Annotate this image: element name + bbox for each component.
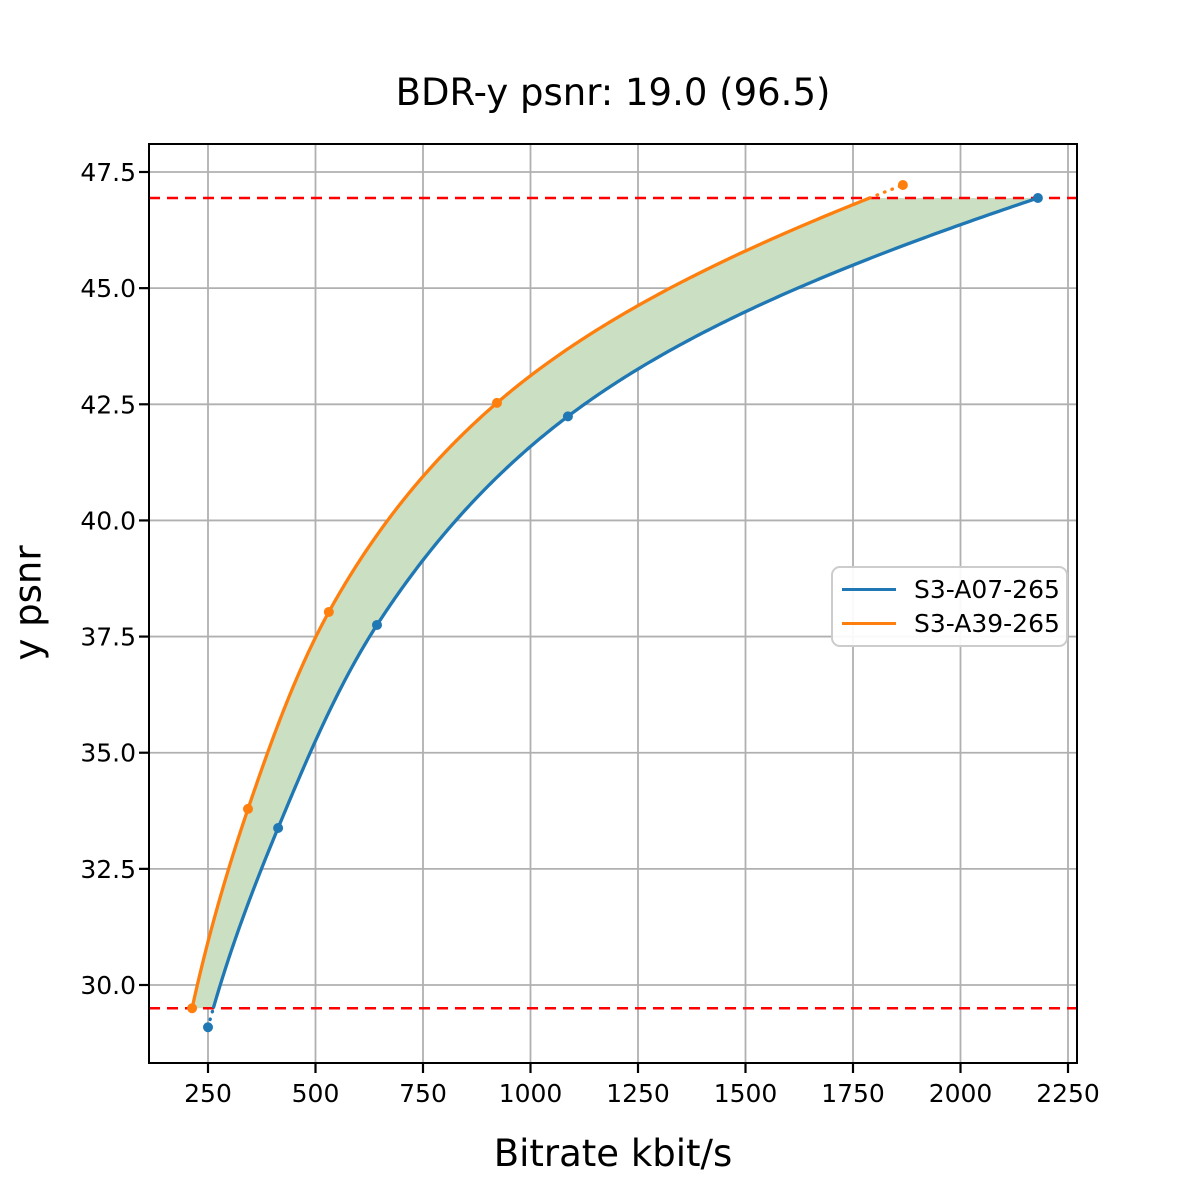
curve-s3-a07-265-solid [211,196,1039,1009]
curve-s3-a39-265-dotted-tail [867,183,905,200]
bd-gain-fill-region [192,198,1038,1009]
legend-line-sample-orange [842,621,896,625]
chart-title: BDR-y psnr: 19.0 (96.5) [395,71,831,114]
y-tick-labels: 30.0 32.5 35.0 37.5 40.0 42.5 45.0 47.5 [80,158,136,1000]
data-point-marker [491,397,502,408]
data-point-marker [562,411,573,422]
tick-marks [139,170,1070,1073]
x-tick-labels: 250 500 750 1000 1250 1500 1750 2000 2250 [184,1079,1100,1108]
curve-s3-a39-265-markers [187,180,908,1014]
x-tick-label: 1000 [499,1079,563,1108]
x-axis-label: Bitrate kbit/s [493,1132,733,1175]
y-tick-label: 47.5 [80,158,136,187]
plot-border [148,143,1078,1064]
x-tick-label: 250 [184,1079,232,1108]
legend-line-sample-blue [842,588,896,592]
y-tick-label: 35.0 [80,739,136,768]
y-tick-label: 30.0 [80,971,136,1000]
y-tick-label: 32.5 [80,855,136,884]
x-tick-label: 2000 [929,1079,993,1108]
legend: S3-A07-265 S3-A39-265 [831,566,1068,647]
y-tick-label: 37.5 [80,623,136,652]
x-tick-label: 500 [292,1079,340,1108]
data-point-marker [323,606,334,617]
y-axis-label: y psnr [6,545,50,661]
legend-row-s3-a39-265: S3-A39-265 [842,607,1060,641]
x-tick-label: 1250 [606,1079,670,1108]
bound-lines [149,196,1077,1010]
legend-label-s3-a07-265: S3-A07-265 [914,575,1060,605]
legend-row-s3-a07-265: S3-A07-265 [842,573,1060,607]
data-point-marker [203,1022,213,1033]
curve-s3-a07-265-dotted-tail [206,1006,215,1029]
x-tick-label: 1750 [821,1079,885,1108]
data-point-marker [897,180,908,191]
curve-s3-a07-265-markers [203,193,1043,1033]
curve-s3-a39-265 [190,183,905,1009]
data-point-marker [1032,193,1043,204]
x-tick-label: 2250 [1036,1079,1100,1108]
curve-s3-a39-265-solid [190,196,871,1009]
x-tick-label: 750 [399,1079,447,1108]
data-point-marker [242,803,253,814]
data-point-marker [273,822,284,833]
y-tick-label: 42.5 [80,390,136,419]
data-point-marker [371,619,382,630]
y-tick-label: 40.0 [80,506,136,535]
x-tick-label: 1500 [714,1079,778,1108]
y-tick-label: 45.0 [80,274,136,303]
data-point-marker [187,1003,198,1014]
legend-label-s3-a39-265: S3-A39-265 [914,608,1060,638]
curve-s3-a07-265 [206,196,1039,1029]
